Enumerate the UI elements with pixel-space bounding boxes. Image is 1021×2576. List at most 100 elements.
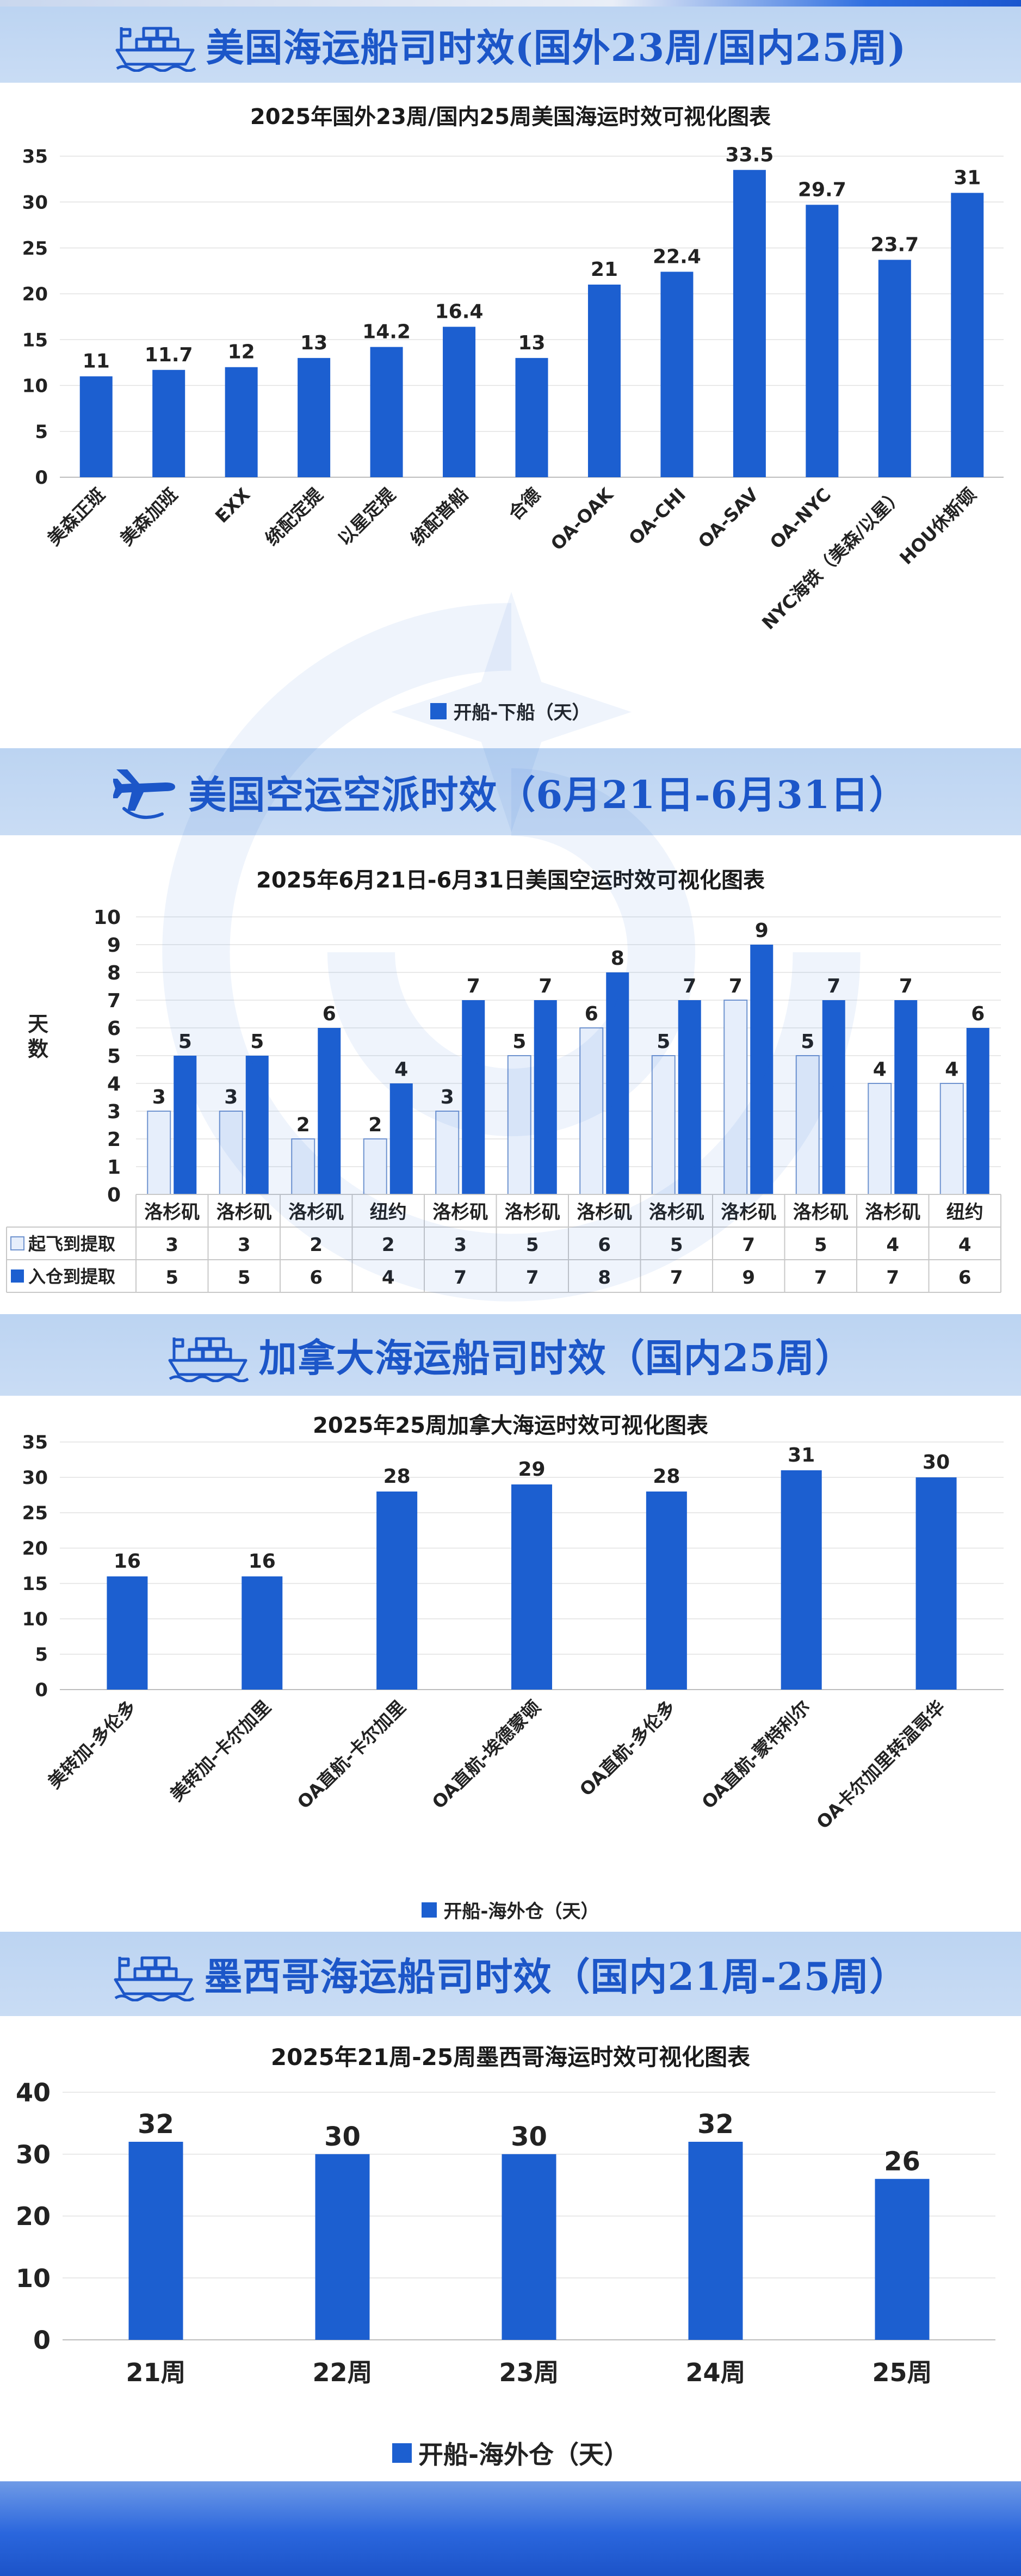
table-cell: 3 — [454, 1234, 467, 1256]
data-label: 30 — [923, 1451, 950, 1474]
y-tick-label: 40 — [16, 2078, 51, 2107]
table-cell: 8 — [598, 1267, 611, 1289]
data-label: 22.4 — [653, 245, 701, 268]
table-cell: 6 — [598, 1234, 611, 1256]
bar — [291, 1138, 315, 1195]
data-label: 5 — [657, 1031, 670, 1053]
banner-title: 美国海运船司时效(国外23周/国内25周) — [206, 24, 907, 70]
bar — [502, 2154, 556, 2340]
bar — [795, 1055, 820, 1195]
table-cell: 7 — [526, 1267, 539, 1289]
data-label: 5 — [801, 1031, 814, 1053]
bar — [822, 1000, 845, 1194]
bar — [646, 1492, 687, 1690]
x-tick-label: 美转加-多伦多 — [44, 1696, 140, 1792]
banner-us-air: 美国空运空派时效（6月21日-6月31日） — [0, 748, 1021, 835]
data-label: 32 — [138, 2109, 174, 2140]
data-label: 6 — [323, 1003, 336, 1025]
bar — [878, 260, 911, 477]
bar — [298, 358, 331, 477]
x-tick-label: 洛杉矶 — [144, 1201, 200, 1223]
table-cell: 4 — [382, 1267, 395, 1289]
x-tick-label: NYC海铁（美森/以星） — [758, 484, 907, 633]
data-label: 7 — [827, 975, 840, 997]
panel-us-air: 2025年6月21日-6月31日美国空运时效可视化图表 0 1 2 3 4 5 6 7 8 9 10… — [0, 835, 1021, 1314]
data-label: 7 — [729, 975, 742, 997]
data-label: 7 — [467, 975, 480, 997]
y-tick-label: 10 — [22, 375, 48, 397]
bar — [939, 1083, 964, 1195]
table-cell: 7 — [670, 1267, 683, 1289]
airplane-icon — [113, 769, 176, 819]
bar — [688, 2142, 743, 2340]
y-tick-label: 10 — [16, 2264, 51, 2293]
x-tick-label: EXX — [211, 484, 255, 527]
data-label: 5 — [512, 1031, 526, 1053]
data-label: 12 — [228, 341, 255, 363]
bar — [606, 972, 629, 1194]
x-tick-label: HOU休斯顿 — [895, 484, 980, 569]
x-tick-label: 洛杉矶 — [216, 1201, 272, 1223]
data-label: 13 — [518, 332, 545, 354]
chart-title: 2025年25周加拿大海运时效可视化图表 — [313, 1413, 708, 1438]
banner-ca-sea: 加拿大海运船司时效（国内25周） — [0, 1314, 1021, 1396]
table-cell: 7 — [814, 1267, 827, 1289]
legend: 开船-下船（天） — [0, 698, 1021, 724]
legend: 开船-海外仓（天） — [0, 2435, 1021, 2471]
bar — [651, 1055, 676, 1195]
x-tick-label: OA直航-蒙特利尔 — [697, 1696, 814, 1813]
y-tick-label: 20 — [22, 1538, 48, 1560]
y-tick-label: 8 — [107, 962, 121, 984]
data-label: 31 — [954, 167, 981, 189]
y-tick-label: 30 — [22, 1467, 48, 1489]
chart-us-air: 0 1 2 3 4 5 6 7 8 9 10 天数 3 5 3 5 2 6 2 4 3 7 5 7 6 8 5 7 7 9 5 7 4 7 4 6 洛杉… — [6, 907, 1001, 1293]
x-tick-label: OA卡尔加里转温哥华 — [812, 1696, 949, 1833]
y-tick-label: 1 — [107, 1156, 121, 1179]
bar — [107, 1576, 148, 1690]
ship-icon — [114, 1956, 194, 2001]
y-tick-label: 4 — [107, 1073, 121, 1095]
y-tick-label: 9 — [107, 934, 121, 957]
data-label: 30 — [511, 2122, 547, 2152]
data-label: 31 — [788, 1444, 815, 1466]
x-tick-label: 以星定提 — [333, 483, 400, 550]
legend-swatch — [392, 2443, 412, 2463]
y-tick-label: 0 — [35, 1679, 48, 1701]
bar — [868, 1083, 892, 1195]
x-tick-label: 洛杉矶 — [721, 1201, 776, 1223]
legend: 开船-海外仓（天） — [0, 1896, 1021, 1923]
y-tick-label: 20 — [16, 2202, 51, 2231]
bar — [515, 358, 548, 477]
x-tick-label: 纽约 — [946, 1201, 983, 1223]
ship-icon — [168, 1337, 249, 1382]
y-tick-label: 15 — [22, 1573, 48, 1595]
banner-us-sea: 美国海运船司时效(国外23周/国内25周) — [0, 7, 1021, 83]
bar — [219, 1111, 243, 1195]
legend-label: 开船-下船（天） — [453, 702, 591, 724]
x-tick-label: 洛杉矶 — [288, 1201, 344, 1223]
bar — [318, 1028, 341, 1194]
y-tick-label: 0 — [33, 2326, 51, 2355]
table-cell: 6 — [958, 1267, 972, 1289]
table-cell: 4 — [886, 1234, 899, 1256]
x-tick-label: 洛杉矶 — [865, 1201, 920, 1223]
x-tick-label: 21周 — [126, 2358, 185, 2387]
chart-mx-sea: 0 10 20 30 40 32 21周 30 22周 30 23周 32 24周 26 25周 — [16, 2078, 995, 2387]
x-tick-label: OA-SAV — [694, 484, 763, 552]
chart-title: 2025年6月21日-6月31日美国空运时效可视化图表 — [256, 868, 765, 893]
bar — [579, 1027, 604, 1195]
table-cell: 3 — [165, 1234, 178, 1256]
y-tick-label: 15 — [22, 329, 48, 351]
table-cell: 5 — [238, 1267, 251, 1289]
table-cell: 2 — [310, 1234, 323, 1256]
bar — [507, 1055, 531, 1195]
panel-us-sea: 2025年国外23周/国内25周美国海运时效可视化图表 0 5 10 15 20 25 30… — [0, 83, 1021, 748]
data-label: 13 — [300, 332, 327, 354]
y-tick-label: 0 — [107, 1184, 121, 1206]
data-label: 4 — [873, 1058, 887, 1081]
x-tick-label: 统配普船 — [406, 484, 472, 550]
y-axis-label: 天 — [28, 1012, 48, 1036]
panel-ca-sea: 2025年25周加拿大海运时效可视化图表 0 5 10 15 20 25 30 35 16 美转加… — [0, 1396, 1021, 1932]
y-tick-label: 35 — [22, 1432, 48, 1453]
x-tick-label: OA-NYC — [766, 484, 835, 553]
